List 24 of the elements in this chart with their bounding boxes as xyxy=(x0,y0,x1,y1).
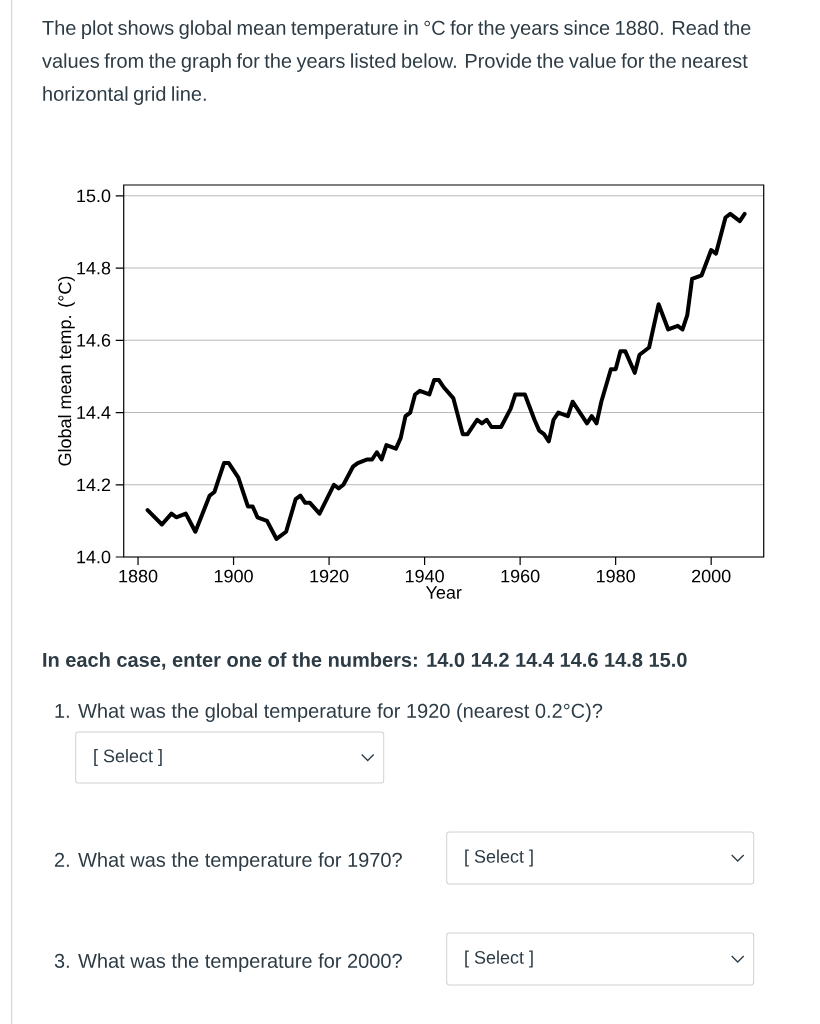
y-axis-title: Global mean temp. (°C) xyxy=(58,276,75,466)
x-axis-title: Year xyxy=(426,586,462,599)
x-tick-label: 1900 xyxy=(215,569,254,583)
x-tick-label: 2000 xyxy=(692,569,731,583)
text: 2. What was the temperature for 1970? xyxy=(55,852,403,871)
text: [ Select ] xyxy=(465,950,533,968)
y-tick-label: 14.2 xyxy=(77,478,111,492)
x-tick-label: 1940 xyxy=(406,569,445,583)
text: The plot shows global mean temperature in °C for the years since 1880. Read the values from the graph for the years listed below. Provide the value for the nearest horizontal grid line. xyxy=(42,20,751,105)
text: In each case, enter one of the numbers: 14.0 14.2 14.4 14.6 14.8 15.0 xyxy=(43,652,687,670)
line-series xyxy=(145,211,747,541)
x-tick-label: 1880 xyxy=(119,569,158,583)
text: [ Select ] xyxy=(465,849,533,867)
x-tick-label: 1980 xyxy=(597,569,636,583)
y-tick-label: 14.4 xyxy=(77,406,111,419)
text: [ Select ] xyxy=(94,749,162,766)
x-tick-label: 1960 xyxy=(501,569,540,583)
x-tick-label: 1920 xyxy=(310,569,349,583)
y-tick-label: 14.8 xyxy=(77,261,111,275)
text: 3. What was the temperature for 2000? xyxy=(54,953,403,972)
y-tick-label: 14.6 xyxy=(77,333,111,347)
y-tick-label: 15.0 xyxy=(77,189,111,203)
y-tick-label: 14.0 xyxy=(77,550,111,564)
text: 1. What was the global temperature for 1920 (nearest 0.2°C)? xyxy=(55,703,603,722)
